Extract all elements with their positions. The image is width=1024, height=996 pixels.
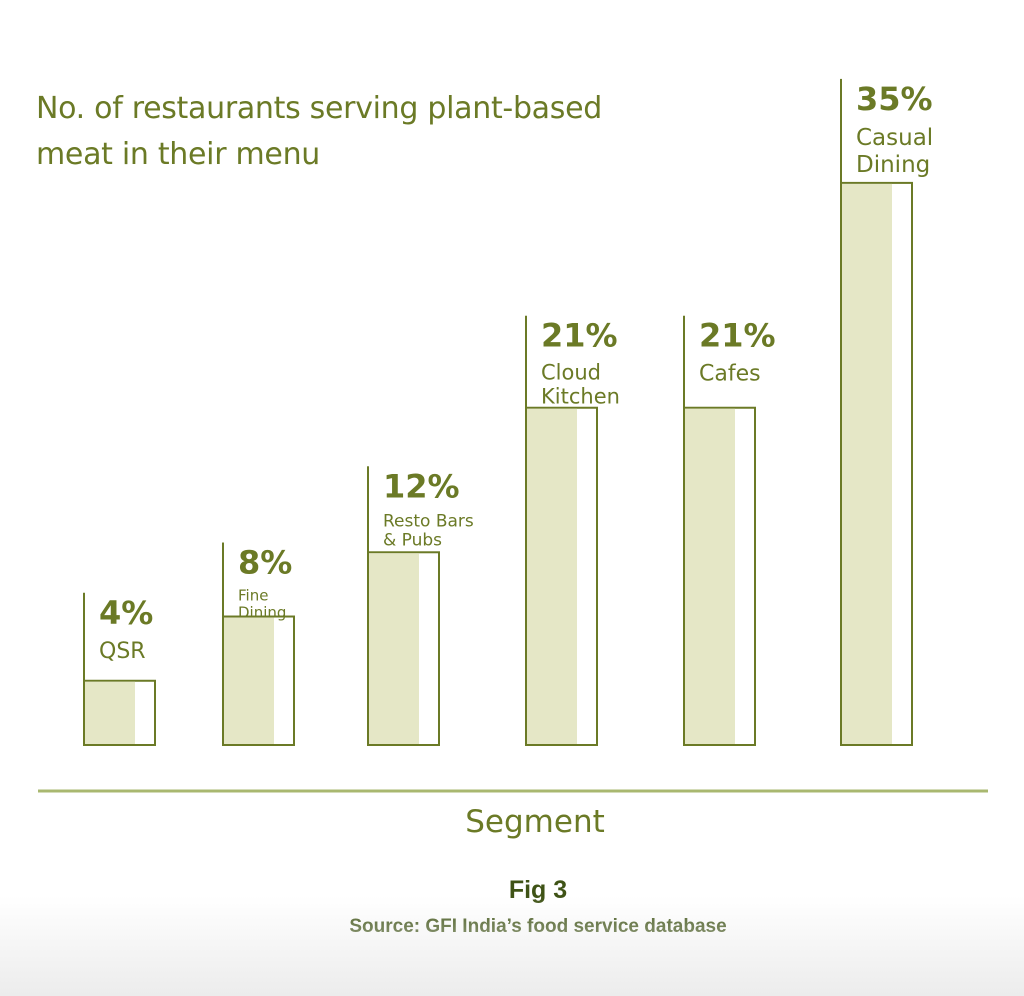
- bar-fill: [85, 681, 135, 744]
- bar-value-label: 21%: [541, 317, 618, 355]
- source-note: Source: GFI India’s food service databas…: [349, 916, 727, 937]
- bar-value-label: 12%: [383, 467, 460, 505]
- bar-category-label: Kitchen: [541, 385, 620, 409]
- bar-fill: [527, 408, 577, 744]
- bar-category-label: Casual: [856, 125, 933, 151]
- bar-fill: [369, 553, 419, 744]
- bar-category-label: Dining: [856, 152, 930, 178]
- bar-2: 12% Resto Bars& Pubs: [367, 466, 474, 747]
- bar-value-label: 21%: [699, 317, 776, 355]
- bar-fill: [685, 408, 735, 744]
- bar-fill: [842, 183, 892, 744]
- bar-category-label: Dining: [238, 604, 286, 622]
- bar-category-label: Resto Bars: [383, 511, 474, 531]
- bar-category-label: Cafes: [699, 362, 761, 387]
- bar-value-label: 8%: [238, 544, 292, 582]
- bar-0: 4% QSR: [83, 592, 156, 747]
- bar-value-label: 35%: [856, 80, 933, 118]
- chart-title: No. of restaurants serving plant-based m…: [36, 91, 602, 172]
- bar-category-label: Cloud: [541, 361, 601, 385]
- figure-label: Fig 3: [508, 876, 568, 904]
- bar-category-label: Fine: [238, 587, 268, 605]
- bar-4: 21% Cafes: [683, 315, 776, 746]
- x-axis-title: Segment: [465, 804, 605, 840]
- bar-fill: [224, 617, 274, 744]
- bar-category-label: QSR: [99, 639, 146, 664]
- bar-category-label: & Pubs: [383, 530, 442, 550]
- bar-value-label: 4%: [99, 594, 153, 632]
